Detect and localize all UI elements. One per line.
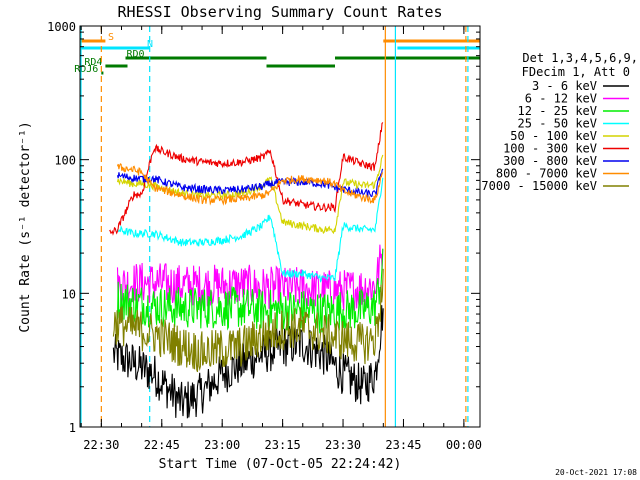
series-line-7 bbox=[116, 163, 384, 206]
y-tick-label-1: 10 bbox=[62, 287, 76, 301]
legend-label-3: 25 - 50 keV bbox=[518, 117, 597, 131]
legend-label-6: 300 - 800 keV bbox=[503, 154, 597, 168]
x-tick-label-2: 23:00 bbox=[204, 438, 240, 452]
legend-label-5: 100 - 300 keV bbox=[503, 142, 597, 156]
x-tick-label-6: 00:00 bbox=[446, 438, 482, 452]
y-axis: 1 10 100 1000 bbox=[47, 20, 480, 435]
x-tick-label-1: 22:45 bbox=[144, 438, 180, 452]
flag-label-rdj6: RDJ6 bbox=[74, 64, 98, 75]
legend-label-2: 12 - 25 keV bbox=[518, 104, 597, 118]
x-axis-label: Start Time (07-Oct-05 22:24:42) bbox=[159, 457, 402, 472]
y-tick-label-3: 1000 bbox=[47, 20, 76, 34]
legend-header-line2: FDecim 1, Att 0 bbox=[522, 65, 630, 79]
legend-header-line1: Det 1,3,4,5,6,9, bbox=[522, 51, 638, 65]
x-tick-label-3: 23:15 bbox=[265, 438, 301, 452]
footer-date: 20-Oct-2021 17:08 bbox=[555, 468, 637, 477]
flag-label-rd4: RD4 bbox=[84, 57, 102, 68]
chart-title: RHESSI Observing Summary Count Rates bbox=[117, 3, 442, 21]
flag-label-rd0: RD0 bbox=[127, 49, 145, 60]
series-line-4 bbox=[116, 154, 384, 235]
legend-label-4: 50 - 100 keV bbox=[510, 129, 597, 143]
y-tick-label-0: 1 bbox=[69, 421, 76, 435]
series-line-2 bbox=[116, 248, 384, 334]
series-line-8 bbox=[112, 268, 384, 373]
flag-label-s: S bbox=[108, 32, 114, 43]
x-tick-label-0: 22:30 bbox=[83, 438, 119, 452]
flag-label-n: N bbox=[147, 39, 153, 50]
series-line-3 bbox=[116, 177, 384, 283]
legend-label-7: 800 - 7000 keV bbox=[496, 167, 597, 181]
vlines-layer bbox=[80, 26, 469, 427]
series-line-1 bbox=[116, 244, 384, 312]
legend-label-0: 3 - 6 keV bbox=[532, 79, 597, 93]
x-tick-label-4: 23:30 bbox=[325, 438, 361, 452]
x-tick-label-5: 23:45 bbox=[385, 438, 421, 452]
legend: Det 1,3,4,5,6,9, FDecim 1, Att 0 3 - 6 k… bbox=[481, 51, 638, 193]
legend-label-1: 6 - 12 keV bbox=[525, 92, 597, 106]
x-axis: 22:30 22:45 23:00 23:15 23:30 23:45 00:00 bbox=[80, 26, 482, 452]
y-axis-label: Count Rate (s⁻¹ detector⁻¹) bbox=[18, 121, 33, 332]
series-line-6 bbox=[116, 168, 384, 198]
series-layer bbox=[109, 122, 384, 419]
y-tick-label-2: 100 bbox=[54, 154, 76, 168]
plot-frame bbox=[79, 25, 481, 428]
legend-label-8: 7000 - 15000 keV bbox=[481, 179, 597, 193]
